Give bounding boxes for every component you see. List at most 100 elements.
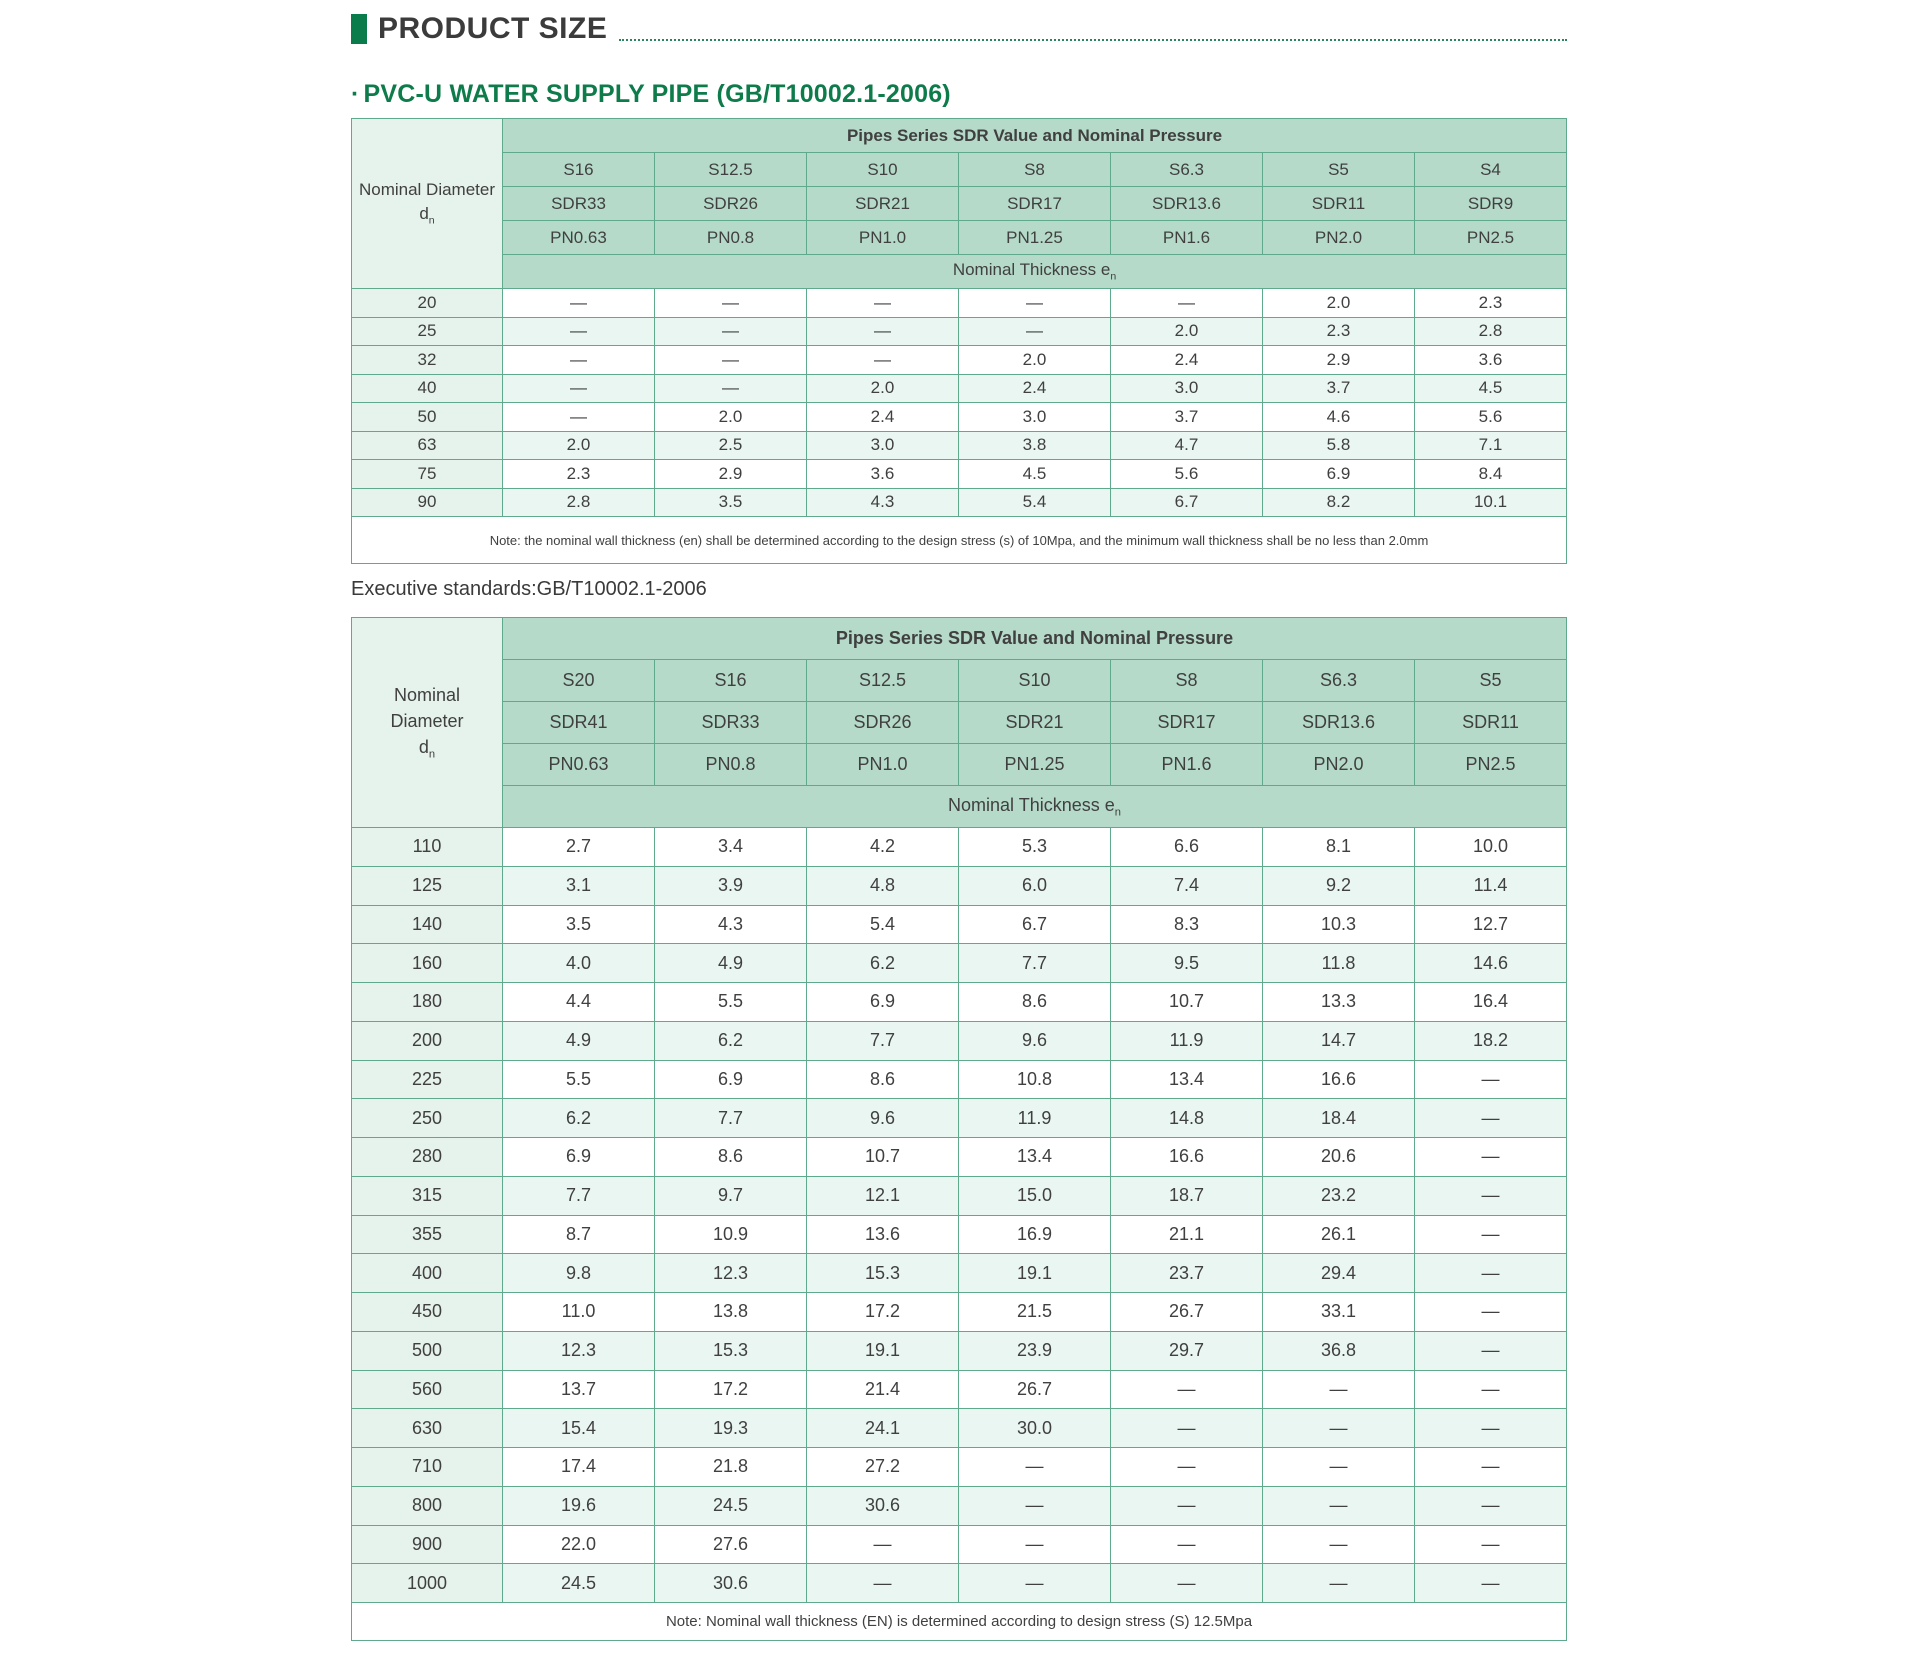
- diameter-cell: 63: [351, 430, 503, 460]
- thickness-value-cell: 8.6: [958, 982, 1111, 1022]
- thickness-value-cell: 4.0: [502, 943, 655, 983]
- thickness-value-cell: —: [1262, 1408, 1415, 1448]
- thickness-value-cell: 5.4: [958, 487, 1111, 517]
- thickness-value-cell: 13.4: [1110, 1059, 1263, 1100]
- thickness-value-cell: 10.9: [654, 1214, 807, 1255]
- sdr-cell: SDR21: [958, 701, 1111, 744]
- table-row: 280 6.9 8.6 10.7 13.4 16.6 20.6—: [351, 1137, 1567, 1177]
- thickness-value-cell: —: [1414, 1175, 1567, 1216]
- thickness-value-cell: —: [1110, 1524, 1263, 1565]
- thickness-value-cell: 7.7: [502, 1175, 655, 1216]
- table-row: 75 2.3 2.9 3.6 4.5 5.6 6.9 8.4: [351, 459, 1567, 489]
- thickness-value-cell: —: [806, 345, 959, 375]
- thickness-value-cell: 30.0: [958, 1408, 1111, 1448]
- thickness-value-cell: —: [1110, 1408, 1263, 1448]
- thickness-value-cell: 23.2: [1262, 1175, 1415, 1216]
- thickness-value-cell: 24.5: [654, 1485, 807, 1526]
- sdr-cell: SDR41: [502, 701, 655, 744]
- table-body: 110 2.7 3.4 4.2 5.3 6.6 8.1 10.0 125 3.1 3.9 4.8 6.0…: [351, 827, 1567, 1603]
- thickness-value-cell: 12.3: [502, 1330, 655, 1371]
- thickness-value-cell: 30.6: [806, 1485, 959, 1526]
- thickness-value-cell: 13.8: [654, 1292, 807, 1332]
- diameter-cell: 355: [351, 1214, 503, 1255]
- thickness-value-cell: —: [502, 288, 655, 318]
- diameter-cell: 180: [351, 982, 503, 1022]
- pn-cell: PN2.5: [1414, 743, 1567, 786]
- thickness-value-cell: 26.1: [1262, 1214, 1415, 1255]
- thickness-value-cell: —: [502, 345, 655, 375]
- thickness-value-cell: 14.8: [1110, 1098, 1263, 1138]
- thickness-value-cell: 8.7: [502, 1214, 655, 1255]
- series-cell: S12.5: [806, 659, 959, 702]
- thickness-value-cell: 5.5: [502, 1059, 655, 1100]
- series-cell: S16: [502, 152, 655, 187]
- thickness-value-cell: 11.4: [1414, 865, 1567, 906]
- thickness-value-cell: —: [958, 1485, 1111, 1526]
- thickness-value-cell: 5.8: [1262, 430, 1415, 460]
- pn-cell: PN1.6: [1110, 743, 1263, 786]
- pn-cell: PN0.8: [654, 743, 807, 786]
- thickness-value-cell: 8.3: [1110, 904, 1263, 945]
- thickness-value-cell: 16.9: [958, 1214, 1111, 1255]
- thickness-value-cell: —: [1262, 1447, 1415, 1487]
- thickness-value-cell: —: [1414, 1330, 1567, 1371]
- thickness-value-cell: —: [1262, 1524, 1415, 1565]
- thickness-value-cell: 4.5: [1414, 373, 1567, 403]
- diameter-cell: 280: [351, 1137, 503, 1177]
- series-row: S16 S12.5 S10 S8 S6.3 S5 S4: [352, 152, 1567, 187]
- thickness-value-cell: 2.0: [654, 402, 807, 432]
- thickness-value-cell: 3.0: [1110, 373, 1263, 403]
- thickness-value-cell: 3.9: [654, 865, 807, 906]
- table-row: 560 13.7 17.2 21.4 26.7— — —: [351, 1369, 1567, 1410]
- diameter-cell: 125: [351, 865, 503, 906]
- thickness-value-cell: 18.7: [1110, 1175, 1263, 1216]
- series-cell: S20: [502, 659, 655, 702]
- thickness-value-cell: 11.9: [1110, 1020, 1263, 1061]
- table-row: 1000 24.5 30.6— — — — —: [351, 1563, 1567, 1603]
- thickness-value-cell: —: [806, 1524, 959, 1565]
- series-cell: S16: [654, 659, 807, 702]
- thickness-value-cell: 15.0: [958, 1175, 1111, 1216]
- table-row: 500 12.3 15.3 19.1 23.9 29.7 36.8—: [351, 1330, 1567, 1371]
- thickness-value-cell: 19.1: [806, 1330, 959, 1371]
- thickness-value-cell: 9.8: [502, 1253, 655, 1293]
- section-header: PRODUCT SIZE: [351, 12, 1567, 46]
- pn-row: PN0.63 PN0.8 PN1.0 PN1.25 PN1.6 PN2.0 PN2.5: [352, 743, 1567, 786]
- thickness-value-cell: —: [654, 316, 807, 346]
- thickness-value-cell: 24.5: [502, 1563, 655, 1603]
- table-row: 63 2.0 2.5 3.0 3.8 4.7 5.8 7.1: [351, 430, 1567, 460]
- sdr-cell: SDR9: [1414, 186, 1567, 221]
- thickness-value-cell: 5.3: [958, 827, 1111, 867]
- thickness-value-cell: 5.6: [1110, 459, 1263, 489]
- thickness-value-cell: 15.3: [654, 1330, 807, 1371]
- sdr-cell: SDR11: [1262, 186, 1415, 221]
- table-row: 225 5.5 6.9 8.6 10.8 13.4 16.6—: [351, 1059, 1567, 1100]
- thickness-value-cell: 5.5: [654, 982, 807, 1022]
- thickness-value-cell: 15.4: [502, 1408, 655, 1448]
- thickness-value-cell: 5.6: [1414, 402, 1567, 432]
- table-row: 400 9.8 12.3 15.3 19.1 23.7 29.4—: [351, 1253, 1567, 1293]
- thickness-value-cell: 7.4: [1110, 865, 1263, 906]
- thickness-value-cell: 16.6: [1110, 1137, 1263, 1177]
- thickness-value-cell: 8.6: [654, 1137, 807, 1177]
- thickness-value-cell: 17.2: [806, 1292, 959, 1332]
- note-row: Note: Nominal wall thickness (EN) is det…: [351, 1602, 1567, 1641]
- thickness-value-cell: —: [806, 316, 959, 346]
- series-cell: S8: [958, 152, 1111, 187]
- thickness-value-cell: —: [502, 373, 655, 403]
- thickness-value-cell: 2.0: [1262, 288, 1415, 318]
- diameter-cell: 90: [351, 487, 503, 517]
- thickness-value-cell: 7.7: [654, 1098, 807, 1138]
- diameter-cell: 225: [351, 1059, 503, 1100]
- diameter-cell: 800: [351, 1485, 503, 1526]
- thickness-value-cell: —: [1414, 1292, 1567, 1332]
- thickness-value-cell: 10.0: [1414, 827, 1567, 867]
- diameter-cell: 110: [351, 827, 503, 867]
- diameter-header-label: Nominal Diameter: [390, 685, 464, 732]
- table-body: 20— — — — —2.0 2.3 25— — — —2.0 2.3 2.8 32— — —2.0 2.4 2…: [351, 288, 1567, 517]
- table-row: 200 4.9 6.2 7.7 9.6 11.9 14.7 18.2: [351, 1020, 1567, 1061]
- thickness-value-cell: 19.3: [654, 1408, 807, 1448]
- thickness-value-cell: 7.1: [1414, 430, 1567, 460]
- diameter-cell: 25: [351, 316, 503, 346]
- thickness-value-cell: —: [654, 288, 807, 318]
